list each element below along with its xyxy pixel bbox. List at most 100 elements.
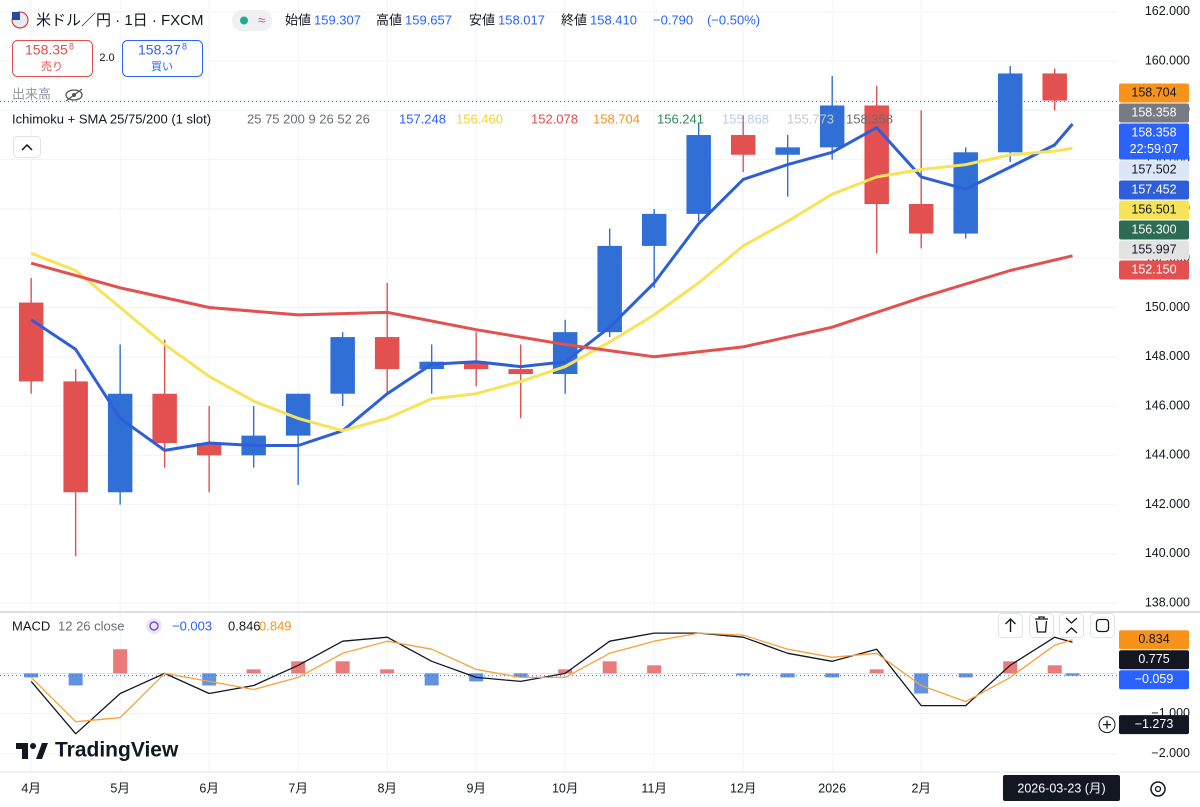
add-alert-button[interactable] bbox=[1098, 716, 1116, 734]
macd-line bbox=[30, 632, 1073, 735]
price-label-box bbox=[1119, 715, 1189, 735]
axis-layer: 138.000 140.000 142.000 144.000 146.000 148.0… bbox=[21, 4, 1190, 795]
price-label-box bbox=[1119, 220, 1189, 240]
ohlc-value: 159.307 bbox=[314, 12, 361, 27]
x-tick-label: 8月 bbox=[377, 781, 396, 795]
y-tick-label: 162.000 bbox=[1145, 4, 1190, 18]
candle-body bbox=[374, 337, 400, 370]
macd-value: 0.846 bbox=[228, 618, 261, 633]
macd-value: 0.849 bbox=[259, 618, 292, 633]
symbol[interactable]: 米ドル／円 · 1日 · FXCM bbox=[36, 12, 204, 29]
price-label: 158.358 bbox=[1131, 105, 1176, 119]
macd-params: 12 26 close bbox=[58, 618, 125, 633]
candle-body bbox=[508, 369, 533, 375]
price-label: 156.501 bbox=[1131, 202, 1176, 216]
price-label-box bbox=[1119, 180, 1189, 200]
y-tick-label: 144.000 bbox=[1145, 448, 1190, 462]
indicator-value: 157.248 bbox=[399, 111, 446, 126]
x-tick-label: 12月 bbox=[730, 781, 756, 795]
pane-toolbar bbox=[998, 613, 1115, 638]
price-label-box bbox=[1119, 200, 1189, 220]
histogram-bar bbox=[736, 673, 751, 676]
trash-icon bbox=[1035, 616, 1048, 633]
spread: 2.0 bbox=[99, 52, 114, 64]
price-label-box bbox=[1119, 630, 1189, 650]
y-tick-label: 142.000 bbox=[1145, 497, 1190, 511]
change-pct: (−0.50%) bbox=[707, 12, 760, 27]
settings-button[interactable] bbox=[1150, 781, 1166, 797]
candle-body bbox=[18, 302, 44, 382]
price-label-box bbox=[1119, 670, 1189, 690]
moving-average bbox=[30, 123, 1074, 452]
histogram-bar bbox=[1065, 673, 1080, 676]
sell-button[interactable] bbox=[12, 40, 93, 77]
price-label: 156.300 bbox=[1131, 222, 1176, 236]
price-label: 158.358 bbox=[1131, 125, 1176, 139]
price-label-box bbox=[1119, 83, 1189, 103]
histogram-bar bbox=[558, 669, 573, 674]
tradingview-logo: TradingView bbox=[55, 739, 179, 762]
maximize-button[interactable] bbox=[1090, 613, 1115, 638]
sync-icon bbox=[149, 621, 159, 631]
histogram-bar bbox=[424, 673, 439, 686]
sell-price: 158.35 bbox=[25, 42, 68, 58]
date-badge bbox=[1003, 775, 1120, 801]
indicator-value: 155.868 bbox=[722, 111, 769, 126]
maximize-icon bbox=[1095, 618, 1110, 633]
ohlc-name: 安値 bbox=[469, 12, 495, 27]
price-label: −1.273 bbox=[1135, 717, 1174, 731]
countdown: 22:59:07 bbox=[1130, 142, 1179, 156]
eye-off-icon[interactable] bbox=[65, 88, 83, 102]
price-label-box bbox=[1119, 650, 1189, 670]
candle-body bbox=[641, 213, 667, 246]
sell-caption: 売り bbox=[41, 60, 63, 73]
macd-title[interactable]: MACD bbox=[12, 618, 50, 633]
collapse-icon bbox=[21, 143, 33, 151]
indicator-value: 156.460 bbox=[456, 111, 503, 126]
y-tick-label: −2.000 bbox=[1151, 746, 1190, 760]
candle-body bbox=[819, 105, 845, 148]
x-tick-label: 5月 bbox=[110, 781, 129, 795]
chevrons-icon bbox=[1065, 617, 1078, 634]
price-label-box bbox=[1119, 260, 1189, 280]
footer: TradingView 2026-03-23 (月) bbox=[16, 739, 1166, 801]
flag-icon bbox=[12, 12, 20, 20]
histogram-bar bbox=[335, 661, 350, 674]
ohlc-value: 158.410 bbox=[590, 12, 637, 27]
collapse-button[interactable] bbox=[13, 136, 41, 158]
indicator-values: 157.248 156.460 152.078 158.704 156.241 155.8… bbox=[399, 111, 893, 126]
indicator-value: 152.078 bbox=[531, 111, 578, 126]
sync-icon[interactable] bbox=[146, 618, 162, 634]
price-label-box bbox=[1119, 103, 1189, 123]
histogram-bar bbox=[602, 661, 617, 674]
histogram-bar bbox=[869, 669, 884, 674]
status-pill[interactable] bbox=[232, 10, 272, 31]
candle-body bbox=[330, 337, 355, 394]
price-label: −0.059 bbox=[1135, 672, 1174, 686]
candle-body bbox=[997, 73, 1023, 153]
candle-body bbox=[686, 135, 711, 214]
histogram-bar bbox=[246, 669, 261, 674]
moving-average bbox=[30, 254, 1073, 359]
buy-button[interactable] bbox=[122, 40, 203, 77]
indicator-title[interactable]: Ichimoku + SMA 25/75/200 (1 slot) bbox=[12, 111, 211, 126]
ohlc-name: 高値 bbox=[376, 12, 402, 27]
price-label-box bbox=[1119, 160, 1189, 180]
indicator-value: 155.773 bbox=[787, 111, 834, 126]
x-tick-label: 2月 bbox=[911, 781, 930, 795]
candle-body bbox=[152, 393, 177, 444]
collapse-pane-button[interactable] bbox=[1059, 613, 1084, 638]
ohlc-name: 始値 bbox=[285, 12, 311, 27]
y-tick-label: 146.000 bbox=[1145, 398, 1190, 412]
indicator-value: 156.241 bbox=[657, 111, 704, 126]
price-label: 158.704 bbox=[1131, 85, 1176, 99]
buy-caption: 買い bbox=[151, 60, 173, 73]
histogram-bar bbox=[291, 661, 306, 674]
price-label-box bbox=[1119, 123, 1189, 160]
candle-body bbox=[908, 204, 934, 234]
histogram-bar bbox=[914, 673, 929, 694]
tradingview-logo-mark bbox=[16, 743, 48, 759]
ohlc-value: 159.657 bbox=[405, 12, 452, 27]
histogram-bar bbox=[513, 673, 528, 678]
x-tick-label: 11月 bbox=[641, 781, 666, 795]
